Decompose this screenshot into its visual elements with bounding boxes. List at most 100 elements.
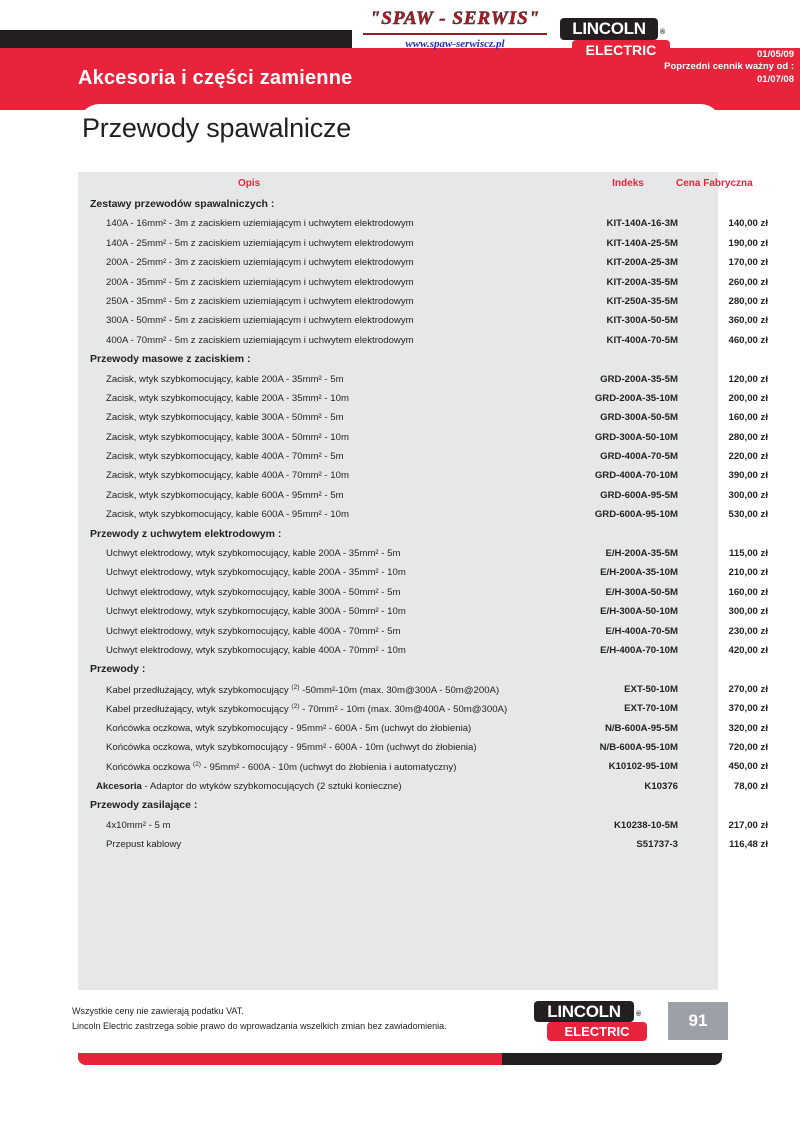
table-section-header: Przewody z uchwytem elektrodowym : bbox=[78, 526, 718, 545]
table-row: Końcówka oczkowa, wtyk szybkomocujący - … bbox=[78, 739, 768, 758]
row-description: 140A - 25mm² - 5m z zaciskiem uziemiając… bbox=[106, 237, 414, 249]
table-row: 140A - 25mm² - 5m z zaciskiem uziemiając… bbox=[78, 235, 768, 254]
row-price: 300,00 zł bbox=[728, 606, 768, 618]
row-description: Kabel przedłużający, wtyk szybkomocujący… bbox=[106, 703, 508, 716]
spaw-serwis-logo: "SPAW - SERWIS" "SPAW - SERWIS" www.spaw… bbox=[355, 8, 555, 56]
row-index: EXT-50-10M bbox=[624, 683, 678, 695]
table-section-header: Przewody zasilające : bbox=[78, 797, 718, 816]
row-description: Uchwyt elektrodowy, wtyk szybkomocujący,… bbox=[106, 606, 406, 618]
row-index: KIT-250A-35-5M bbox=[606, 295, 678, 307]
row-index: KIT-200A-35-5M bbox=[606, 276, 678, 288]
row-price: 120,00 zł bbox=[728, 373, 768, 385]
row-description: Zacisk, wtyk szybkomocujący, kable 300A … bbox=[106, 431, 349, 443]
row-price: 420,00 zł bbox=[728, 644, 768, 656]
row-description: Akcesoria - Adaptor do wtyków szybkomocu… bbox=[96, 780, 402, 792]
row-index: KIT-140A-25-5M bbox=[606, 237, 678, 249]
table-row: Kabel przedłużający, wtyk szybkomocujący… bbox=[78, 681, 768, 700]
row-description: Końcówka oczkowa (2) - 95mm² - 600A - 10… bbox=[106, 761, 457, 774]
row-index: E/H-400A-70-10M bbox=[600, 644, 678, 656]
row-price: 200,00 zł bbox=[728, 392, 768, 404]
row-price: 170,00 zł bbox=[728, 257, 768, 269]
spaw-serwis-logo-text: "SPAW - SERWIS" bbox=[369, 8, 541, 30]
row-index: KIT-400A-70-5M bbox=[606, 334, 678, 346]
row-description: Kabel przedłużający, wtyk szybkomocujący… bbox=[106, 683, 500, 696]
table-row: 300A - 50mm² - 5m z zaciskiem uziemiając… bbox=[78, 312, 768, 331]
row-description: Uchwyt elektrodowy, wtyk szybkomocujący,… bbox=[106, 625, 401, 637]
footer-electric-wordmark: ELECTRIC bbox=[547, 1022, 647, 1041]
row-description: Uchwyt elektrodowy, wtyk szybkomocujący,… bbox=[106, 567, 406, 579]
row-price: 300,00 zł bbox=[728, 489, 768, 501]
row-description: 200A - 35mm² - 5m z zaciskiem uziemiając… bbox=[106, 276, 414, 288]
table-row: Uchwyt elektrodowy, wtyk szybkomocujący,… bbox=[78, 623, 768, 642]
column-header-price: Cena Fabryczna bbox=[676, 178, 753, 189]
footer-registered-trademark-icon: ® bbox=[636, 1011, 642, 1018]
row-price: 210,00 zł bbox=[728, 567, 768, 579]
row-price: 320,00 zł bbox=[728, 722, 768, 734]
table-row: Kabel przedłużający, wtyk szybkomocujący… bbox=[78, 700, 768, 719]
footer-note-line-2: Lincoln Electric zastrzega sobie prawo d… bbox=[72, 1020, 447, 1031]
row-index: GRD-400A-70-5M bbox=[600, 451, 678, 463]
page-title-tab bbox=[78, 104, 722, 150]
row-index: EXT-70-10M bbox=[624, 703, 678, 715]
row-description: Końcówka oczkowa, wtyk szybkomocujący - … bbox=[106, 722, 472, 734]
table-row: Uchwyt elektrodowy, wtyk szybkomocujący,… bbox=[78, 603, 768, 622]
row-description: Zacisk, wtyk szybkomocujący, kable 300A … bbox=[106, 412, 344, 424]
table-row: 250A - 35mm² - 5m z zaciskiem uziemiając… bbox=[78, 293, 768, 312]
price-table: Opis Indeks Cena Fabryczna Zestawy przew… bbox=[78, 172, 768, 855]
previous-pricelist-date: 01/07/08 bbox=[757, 73, 794, 85]
footer-lincoln-electric-logo: LINCOLN ® ELECTRIC bbox=[534, 1001, 652, 1043]
table-section-header: Przewody : bbox=[78, 661, 718, 680]
row-index: E/H-400A-70-5M bbox=[605, 625, 678, 637]
footer-bar-red bbox=[78, 1053, 502, 1065]
row-description: 4x10mm² - 5 m bbox=[106, 819, 171, 831]
section-title: Akcesoria i części zamienne bbox=[78, 67, 353, 89]
section-label: Zestawy przewodów spawalniczych : bbox=[90, 198, 275, 210]
header-black-tab bbox=[0, 30, 366, 48]
row-description: Uchwyt elektrodowy, wtyk szybkomocujący,… bbox=[106, 644, 406, 656]
row-description: Zacisk, wtyk szybkomocujący, kable 400A … bbox=[106, 470, 349, 482]
table-row: Zacisk, wtyk szybkomocujący, kable 200A … bbox=[78, 390, 768, 409]
footer-note-line-1: Wszystkie ceny nie zawierają podatku VAT… bbox=[72, 1006, 244, 1016]
row-index: GRD-400A-70-10M bbox=[594, 470, 678, 482]
row-price: 360,00 zł bbox=[728, 315, 768, 327]
row-index: E/H-300A-50-10M bbox=[600, 606, 678, 618]
table-row: Uchwyt elektrodowy, wtyk szybkomocujący,… bbox=[78, 642, 768, 661]
price-table-panel: Opis Indeks Cena Fabryczna Zestawy przew… bbox=[78, 172, 768, 990]
row-index: S51737-3 bbox=[636, 838, 678, 850]
table-row: 4x10mm² - 5 m K10238-10-5M 217,00 zł bbox=[78, 817, 768, 836]
previous-pricelist-label: Poprzedni cennik ważny od : bbox=[664, 61, 794, 73]
row-index: GRD-300A-50-5M bbox=[600, 412, 678, 424]
row-description: Zacisk, wtyk szybkomocujący, kable 600A … bbox=[106, 509, 349, 521]
row-price: 230,00 zł bbox=[728, 625, 768, 637]
row-index: E/H-200A-35-10M bbox=[600, 567, 678, 579]
row-price: 280,00 zł bbox=[728, 431, 768, 443]
column-header-description: Opis bbox=[238, 178, 261, 189]
row-description: Zacisk, wtyk szybkomocujący, kable 600A … bbox=[106, 489, 344, 501]
validity-block: Ważny od : 01/05/09 Poprzedni cennik waż… bbox=[664, 36, 794, 86]
table-row: 200A - 35mm² - 5m z zaciskiem uziemiając… bbox=[78, 274, 768, 293]
table-section-header: Przewody masowe z zaciskiem : bbox=[78, 351, 718, 370]
electric-wordmark: ELECTRIC bbox=[572, 40, 670, 60]
column-header-index: Indeks bbox=[612, 178, 644, 189]
row-price: 220,00 zł bbox=[728, 451, 768, 463]
row-index: N/B-600A-95-10M bbox=[599, 741, 678, 753]
valid-from-label: Ważny od : bbox=[744, 36, 794, 47]
row-description: Uchwyt elektrodowy, wtyk szybkomocujący,… bbox=[106, 586, 401, 598]
row-description: 300A - 50mm² - 5m z zaciskiem uziemiając… bbox=[106, 315, 414, 327]
row-price: 370,00 zł bbox=[728, 703, 768, 715]
table-row: Uchwyt elektrodowy, wtyk szybkomocujący,… bbox=[78, 545, 768, 564]
page-number-badge: 91 bbox=[668, 1002, 728, 1040]
spaw-serwis-url: www.spaw-serwiscz.pl bbox=[405, 38, 505, 50]
row-price: 190,00 zł bbox=[728, 237, 768, 249]
row-index: N/B-600A-95-5M bbox=[604, 722, 678, 734]
row-index: KIT-300A-50-5M bbox=[606, 315, 678, 327]
row-price: 116,48 zł bbox=[729, 838, 768, 850]
row-index: GRD-300A-50-10M bbox=[594, 431, 678, 443]
row-price: 530,00 zł bbox=[728, 509, 768, 521]
table-row: Akcesoria - Adaptor do wtyków szybkomocu… bbox=[78, 778, 768, 797]
row-description: Końcówka oczkowa, wtyk szybkomocujący - … bbox=[106, 741, 477, 753]
row-index: GRD-200A-35-5M bbox=[600, 373, 678, 385]
row-description: 140A - 16mm² - 3m z zaciskiem uziemiając… bbox=[106, 218, 414, 230]
table-row: Zacisk, wtyk szybkomocujący, kable 600A … bbox=[78, 506, 768, 525]
row-price: 270,00 zł bbox=[728, 683, 768, 695]
